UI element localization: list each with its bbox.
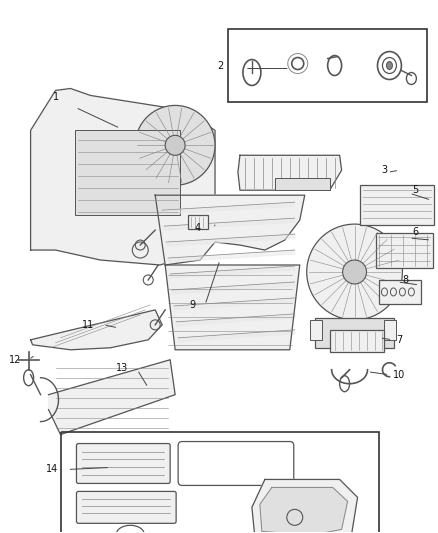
Polygon shape xyxy=(155,195,305,265)
Bar xyxy=(60,432,379,533)
Ellipse shape xyxy=(343,260,367,284)
Bar xyxy=(314,318,395,348)
Ellipse shape xyxy=(386,61,392,69)
Ellipse shape xyxy=(135,106,215,185)
Polygon shape xyxy=(31,310,162,350)
Text: 11: 11 xyxy=(82,320,95,330)
Polygon shape xyxy=(176,314,295,326)
Polygon shape xyxy=(49,360,175,434)
Bar xyxy=(360,185,434,225)
Polygon shape xyxy=(164,218,295,230)
Polygon shape xyxy=(31,88,215,265)
Text: 14: 14 xyxy=(46,464,59,474)
Polygon shape xyxy=(260,487,348,533)
FancyBboxPatch shape xyxy=(77,443,170,483)
Bar xyxy=(330,330,385,352)
Text: 6: 6 xyxy=(412,227,418,237)
Polygon shape xyxy=(165,265,300,350)
Text: 4: 4 xyxy=(195,223,201,233)
Text: 10: 10 xyxy=(393,370,406,379)
Polygon shape xyxy=(170,266,295,278)
Bar xyxy=(228,29,427,102)
Bar xyxy=(275,178,330,190)
Text: 12: 12 xyxy=(8,355,21,365)
Polygon shape xyxy=(166,234,295,246)
Bar xyxy=(188,215,208,229)
Polygon shape xyxy=(252,480,357,533)
Text: 8: 8 xyxy=(403,275,409,285)
Text: 7: 7 xyxy=(396,335,403,345)
Bar xyxy=(385,320,396,340)
Text: 13: 13 xyxy=(116,363,128,373)
Polygon shape xyxy=(162,202,295,214)
Text: 2: 2 xyxy=(217,61,223,70)
Text: 5: 5 xyxy=(412,185,418,195)
Bar xyxy=(310,320,321,340)
Bar xyxy=(375,233,433,268)
Bar xyxy=(379,280,421,304)
Ellipse shape xyxy=(165,135,185,155)
Bar xyxy=(75,131,180,215)
Text: 1: 1 xyxy=(53,92,59,102)
Polygon shape xyxy=(172,282,295,294)
Polygon shape xyxy=(238,155,342,190)
Polygon shape xyxy=(168,250,295,262)
Polygon shape xyxy=(174,298,295,310)
Text: 3: 3 xyxy=(381,165,388,175)
Ellipse shape xyxy=(307,224,403,320)
Polygon shape xyxy=(178,330,295,342)
FancyBboxPatch shape xyxy=(77,491,176,523)
Text: 9: 9 xyxy=(189,300,195,310)
